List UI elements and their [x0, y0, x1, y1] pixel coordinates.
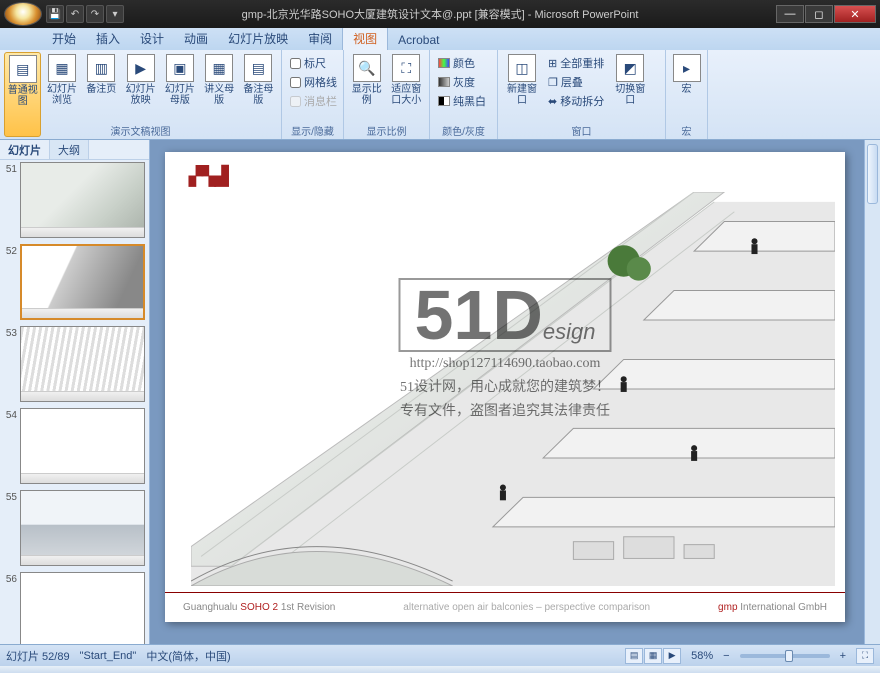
qat-save-icon[interactable]: 💾: [46, 5, 64, 23]
thumb-52[interactable]: 52: [4, 244, 145, 320]
ribbon: ▤普通视图 ▦幻灯片浏览 ▥备注页 ▶幻灯片放映 ▣幻灯片母版 ▦讲义母版 ▤备…: [0, 50, 880, 140]
zoom-value[interactable]: 58%: [691, 650, 713, 662]
slide-sorter-icon: ▦: [48, 54, 76, 82]
office-button[interactable]: [4, 2, 42, 26]
slide-rendering: [191, 192, 835, 586]
bw-swatch-icon: [438, 96, 450, 106]
footer-right: gmp International GmbH: [718, 602, 827, 613]
group-color-grayscale: 颜色 灰度 纯黑白 颜色/灰度: [430, 50, 498, 139]
group-macros: ▸宏 宏: [666, 50, 708, 139]
close-button[interactable]: ✕: [834, 5, 876, 23]
view-show-icon[interactable]: ▶: [663, 648, 681, 664]
footer-left: Guanghualu SOHO 2 1st Revision: [183, 602, 335, 613]
slide[interactable]: ▞▚▟: [165, 152, 845, 622]
maximize-button[interactable]: ◻: [805, 5, 833, 23]
tab-home[interactable]: 开始: [42, 27, 86, 50]
status-slide-number: 幻灯片 52/89: [6, 648, 70, 664]
outline-panel: 幻灯片 大纲 51 52 53 54 55 56: [0, 140, 150, 644]
ribbon-tabs: 开始 插入 设计 动画 幻灯片放映 审阅 视图 Acrobat: [0, 28, 880, 50]
thumb-51[interactable]: 51: [4, 162, 145, 238]
tab-insert[interactable]: 插入: [86, 27, 130, 50]
zoom-knob[interactable]: [785, 650, 793, 662]
zoom-out-button[interactable]: −: [723, 650, 729, 662]
tab-slides[interactable]: 幻灯片: [0, 140, 50, 159]
thumb-55[interactable]: 55: [4, 490, 145, 566]
grayscale-swatch-icon: [438, 77, 450, 87]
chk-gridlines[interactable]: 网格线: [288, 73, 337, 91]
view-buttons: ▤ ▦ ▶: [625, 648, 681, 664]
quick-access-toolbar: 💾 ↶ ↷ ▾: [46, 5, 124, 23]
macros-icon: ▸: [673, 54, 701, 82]
zoom-in-button[interactable]: +: [840, 650, 846, 662]
tab-acrobat[interactable]: Acrobat: [388, 30, 449, 50]
view-normal-icon[interactable]: ▤: [625, 648, 643, 664]
footer-mid: alternative open air balconies – perspec…: [403, 602, 650, 613]
btn-cascade[interactable]: ❐层叠: [546, 73, 606, 91]
window-title: gmp-北京光华路SOHO大厦建筑设计文本@.ppt [兼容模式] - Micr…: [242, 6, 639, 22]
slide-master-icon: ▣: [166, 54, 194, 82]
tab-design[interactable]: 设计: [130, 27, 174, 50]
view-sorter-icon[interactable]: ▦: [644, 648, 662, 664]
handout-master-icon: ▦: [205, 54, 233, 82]
tab-review[interactable]: 审阅: [298, 27, 342, 50]
opt-bw[interactable]: 纯黑白: [436, 92, 491, 110]
thumb-53[interactable]: 53: [4, 326, 145, 402]
status-layout: "Start_End": [80, 650, 137, 662]
zoom-icon: 🔍: [353, 54, 381, 82]
opt-color[interactable]: 颜色: [436, 54, 491, 72]
titlebar: 💾 ↶ ↷ ▾ gmp-北京光华路SOHO大厦建筑设计文本@.ppt [兼容模式…: [0, 0, 880, 28]
new-window-icon: ◫: [508, 54, 536, 82]
fit-window-icon: ⛶: [392, 54, 420, 82]
tab-outline[interactable]: 大纲: [50, 140, 89, 159]
tab-view[interactable]: 视图: [342, 26, 388, 50]
btn-arrange-all[interactable]: ⊞全部重排: [546, 54, 606, 72]
zoom-slider[interactable]: [740, 654, 830, 658]
statusbar: 幻灯片 52/89 "Start_End" 中文(简体，中国) ▤ ▦ ▶ 58…: [0, 644, 880, 666]
outline-tabs: 幻灯片 大纲: [0, 140, 149, 160]
vertical-scrollbar[interactable]: [864, 140, 880, 644]
fit-button-icon[interactable]: ⛶: [856, 648, 874, 664]
group-zoom: 🔍显示比例 ⛶适应窗口大小 显示比例: [344, 50, 430, 139]
btn-move-split[interactable]: ⬌移动拆分: [546, 92, 606, 110]
group-window: ◫新建窗口 ⊞全部重排 ❐层叠 ⬌移动拆分 ◩切换窗口 窗口: [498, 50, 666, 139]
slide-logo: ▞▚▟: [189, 166, 228, 187]
window-controls: — ◻ ✕: [775, 5, 876, 23]
qat-more-icon[interactable]: ▾: [106, 5, 124, 23]
status-language[interactable]: 中文(简体，中国): [146, 648, 230, 664]
tab-animations[interactable]: 动画: [174, 27, 218, 50]
normal-view-icon: ▤: [9, 55, 37, 83]
split-icon: ⬌: [548, 95, 557, 108]
group-show-hide: 标尺 网格线 消息栏 显示/隐藏: [282, 50, 344, 139]
qat-undo-icon[interactable]: ↶: [66, 5, 84, 23]
color-swatch-icon: [438, 58, 450, 68]
cascade-icon: ❐: [548, 76, 558, 89]
notes-page-icon: ▥: [87, 54, 115, 82]
minimize-button[interactable]: —: [776, 5, 804, 23]
arrange-icon: ⊞: [548, 57, 557, 70]
thumbnails: 51 52 53 54 55 56: [0, 160, 149, 644]
notes-master-icon: ▤: [244, 54, 272, 82]
tab-slideshow[interactable]: 幻灯片放映: [218, 27, 298, 50]
chk-ruler[interactable]: 标尺: [288, 54, 337, 72]
taskbar: [0, 666, 880, 673]
group-presentation-views: ▤普通视图 ▦幻灯片浏览 ▥备注页 ▶幻灯片放映 ▣幻灯片母版 ▦讲义母版 ▤备…: [0, 50, 282, 139]
switch-window-icon: ◩: [616, 54, 644, 82]
thumb-54[interactable]: 54: [4, 408, 145, 484]
slide-footer: Guanghualu SOHO 2 1st Revision alternati…: [165, 592, 845, 622]
qat-redo-icon[interactable]: ↷: [86, 5, 104, 23]
chk-messagebar[interactable]: 消息栏: [288, 92, 337, 110]
scrollbar-thumb[interactable]: [867, 144, 878, 204]
thumb-56[interactable]: 56: [4, 572, 145, 644]
work-area: 幻灯片 大纲 51 52 53 54 55 56 ▞▚▟: [0, 140, 880, 644]
opt-grayscale[interactable]: 灰度: [436, 73, 491, 91]
slide-canvas-area: ▞▚▟: [150, 140, 864, 644]
slideshow-icon: ▶: [127, 54, 155, 82]
